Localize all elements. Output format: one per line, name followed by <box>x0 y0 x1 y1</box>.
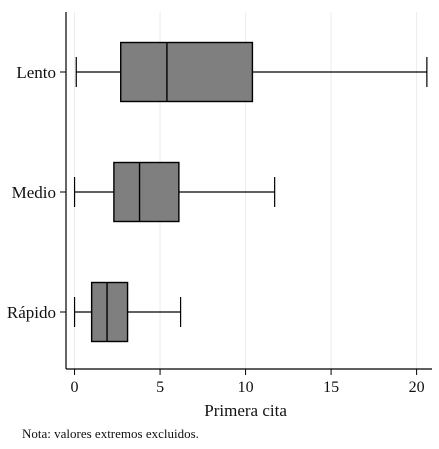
x-axis-title: Primera cita <box>204 401 287 420</box>
x-tick-label: 20 <box>409 379 425 396</box>
category-label: Rápido <box>7 303 56 322</box>
iqr-box <box>90 281 129 343</box>
x-tick-label: 0 <box>71 379 79 396</box>
x-tick-label: 15 <box>323 379 339 396</box>
x-tick-label: 5 <box>156 379 164 396</box>
chart-note: Nota: valores extremos excluidos. <box>22 426 199 441</box>
x-tick-label: 10 <box>238 379 254 396</box>
iqr-box <box>113 161 180 223</box>
category-label: Medio <box>12 183 56 202</box>
category-label: Lento <box>16 63 56 82</box>
iqr-box <box>120 41 254 103</box>
